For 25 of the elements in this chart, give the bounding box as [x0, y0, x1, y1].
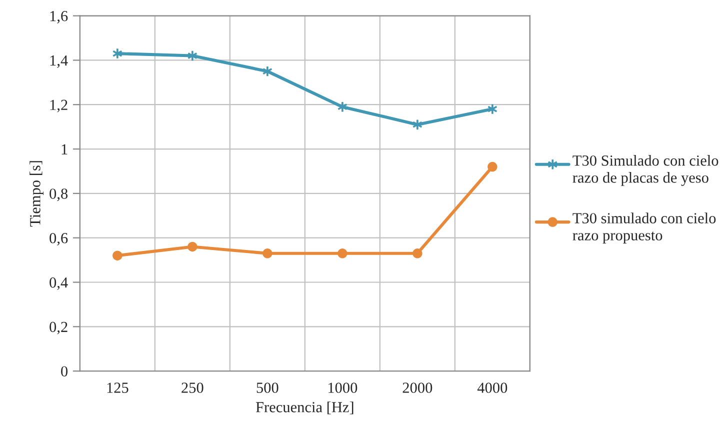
x-tick-label: 250: [182, 382, 204, 393]
point: [112, 250, 122, 260]
x-tick-label: 1000: [328, 382, 358, 393]
y-tick-label: 0,6: [50, 232, 68, 246]
point: [338, 248, 348, 258]
y-tick-label: 0,8: [50, 188, 68, 202]
y-tick-label: 1,6: [50, 10, 68, 24]
point: [488, 162, 498, 172]
x-tick-label: 500: [256, 382, 278, 393]
legend-label: T30 Simulado con cielo razo de placas de yeso: [572, 155, 718, 186]
point: [188, 242, 198, 252]
x-tick-label: 4000: [477, 382, 508, 393]
x-tick-label: 125: [107, 382, 128, 393]
point: [262, 248, 272, 258]
x-tick-label: 2000: [402, 382, 432, 393]
y-axis-title: Tiempo [s]: [30, 161, 44, 227]
y-tick-label: 0,4: [50, 277, 68, 290]
y-tick-label: 1: [62, 144, 68, 154]
y-tick-label: 0: [61, 366, 68, 377]
x-axis-title: Frecuencia [Hz]: [256, 402, 354, 414]
point: [412, 248, 422, 258]
y-tick-label: 1,4: [50, 55, 68, 68]
y-tick-label: 0,2: [50, 322, 68, 334]
y-tick-label: 1,2: [50, 100, 68, 112]
legend-label: T30 simulado con cielo razo propuesto: [572, 212, 716, 244]
